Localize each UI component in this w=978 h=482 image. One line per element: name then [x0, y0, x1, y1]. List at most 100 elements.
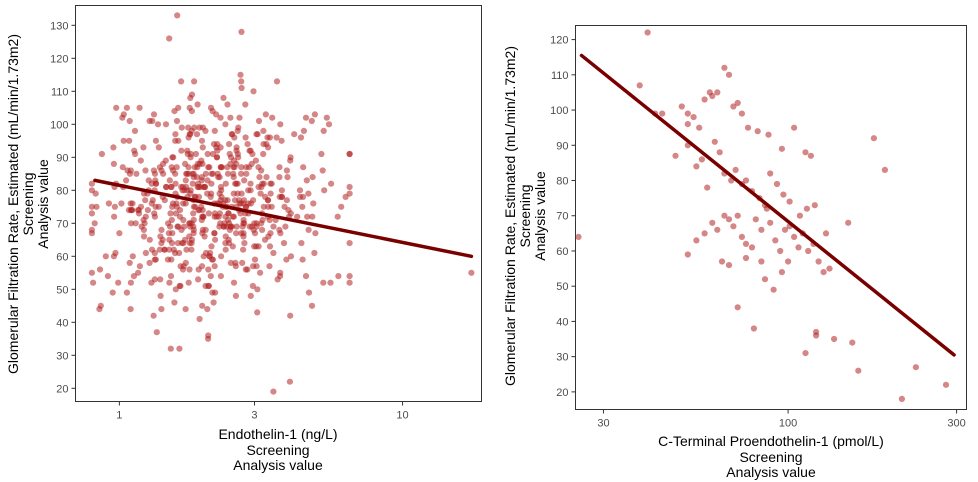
data-point — [276, 164, 283, 171]
data-point — [881, 166, 889, 173]
data-point — [236, 114, 243, 121]
data-point — [251, 256, 259, 263]
trend-line — [93, 178, 474, 259]
data-point — [187, 187, 194, 194]
data-point — [212, 236, 219, 243]
data-point — [725, 262, 733, 269]
data-point — [190, 226, 197, 233]
data-point — [204, 177, 211, 184]
data-point — [111, 213, 118, 220]
data-point — [98, 150, 105, 158]
data-point — [182, 306, 189, 313]
data-point — [311, 249, 318, 257]
data-point — [778, 145, 786, 152]
data-point — [185, 279, 192, 286]
data-point — [693, 163, 700, 170]
y-tick-label: 40 — [56, 317, 68, 329]
data-point — [111, 203, 118, 210]
data-point — [176, 345, 183, 352]
data-point — [285, 207, 292, 214]
data-point — [742, 254, 750, 262]
data-point — [154, 121, 162, 128]
data-point — [701, 230, 708, 237]
data-point — [119, 164, 126, 171]
data-point — [320, 279, 327, 286]
data-point — [211, 263, 218, 270]
data-point — [166, 35, 173, 42]
data-point — [831, 335, 838, 343]
data-point — [132, 150, 139, 158]
data-point — [88, 187, 95, 194]
data-point — [120, 137, 127, 144]
y-axis-ticks: 20 30 40 50 60 70 80 90 100 110 120 — [550, 35, 576, 399]
data-point — [181, 236, 189, 243]
y-tick-label: 100 — [550, 105, 568, 117]
data-point — [323, 114, 330, 121]
data-point — [297, 134, 305, 141]
data-point — [278, 137, 285, 144]
data-point — [88, 269, 95, 276]
data-point — [238, 170, 245, 177]
data-point — [242, 134, 249, 141]
data-point — [151, 249, 158, 257]
data-point — [283, 167, 290, 174]
data-point — [165, 230, 172, 237]
data-point — [327, 279, 334, 286]
data-point — [254, 286, 261, 293]
data-point — [338, 203, 345, 210]
data-point — [120, 111, 127, 118]
data-point — [310, 200, 317, 207]
data-point — [758, 226, 765, 233]
data-point — [217, 164, 224, 171]
data-point — [308, 302, 316, 309]
data-point — [249, 150, 256, 158]
y-tick-label: 50 — [556, 281, 568, 293]
data-point — [88, 203, 95, 210]
data-point — [209, 289, 216, 296]
data-point — [845, 219, 852, 226]
data-point — [105, 200, 112, 207]
data-point — [711, 138, 718, 145]
data-point — [88, 210, 95, 217]
data-point — [156, 164, 163, 171]
data-point — [205, 266, 212, 273]
data-point — [218, 187, 225, 194]
data-point — [266, 243, 274, 250]
data-point — [180, 216, 187, 224]
data-point — [164, 256, 172, 263]
data-point — [161, 246, 168, 253]
y-tick-label: 40 — [556, 316, 568, 328]
data-point — [195, 276, 202, 283]
data-point — [286, 378, 293, 385]
data-point — [230, 174, 237, 181]
data-point — [158, 240, 165, 247]
data-point — [255, 183, 262, 191]
x-tick-label: 100 — [779, 418, 797, 430]
data-point — [222, 197, 229, 204]
data-point — [898, 395, 906, 402]
data-point — [178, 183, 185, 191]
data-point — [820, 269, 827, 276]
y-tick-label: 20 — [56, 383, 68, 395]
data-point — [259, 226, 266, 233]
x-axis-subtitle-screening: Screening — [739, 449, 802, 465]
data-point — [188, 246, 195, 253]
data-point — [267, 230, 274, 237]
data-point — [855, 367, 862, 374]
data-point — [826, 265, 833, 272]
data-point — [296, 187, 304, 194]
data-point — [234, 150, 241, 158]
data-point — [302, 114, 310, 121]
y-tick-label: 60 — [556, 246, 568, 258]
data-point — [229, 243, 236, 250]
data-point — [133, 170, 140, 177]
data-point — [270, 388, 277, 395]
data-point — [287, 157, 294, 164]
data-point — [209, 108, 216, 115]
data-point — [230, 279, 238, 286]
data-point — [214, 170, 221, 177]
data-point — [199, 226, 206, 233]
data-point — [299, 256, 306, 263]
data-point — [90, 279, 97, 286]
data-point — [299, 203, 306, 210]
